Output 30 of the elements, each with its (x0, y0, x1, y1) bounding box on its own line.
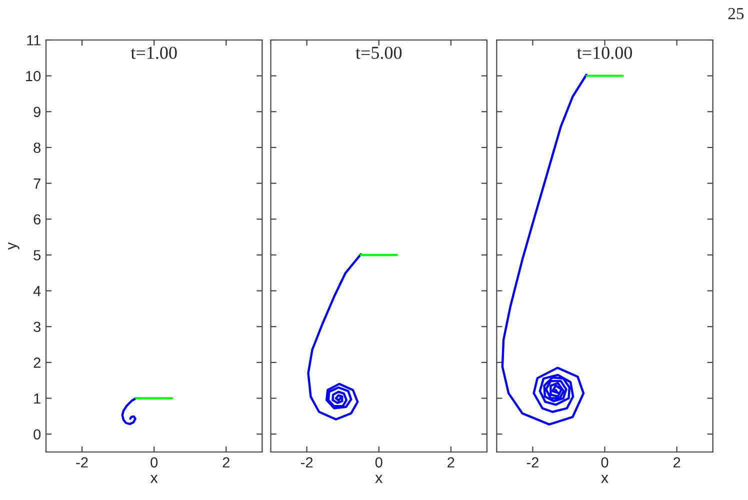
y-axis-title: y (8, 242, 20, 250)
x-tick-label: -2 (526, 457, 538, 468)
y-tick-label: 9 (34, 106, 40, 118)
x-tick-label: 2 (673, 457, 680, 468)
y-tick-label: 5 (34, 250, 41, 260)
y-tick-label: 6 (34, 214, 40, 225)
text: 25 (728, 8, 744, 20)
chart-title: t=5.00 (356, 46, 402, 59)
x-axis-title: x (375, 474, 383, 483)
y-tick-label: 8 (34, 142, 41, 153)
x-tick-label: 2 (448, 457, 454, 468)
chart-title: t=1.00 (130, 46, 177, 59)
y-tick-label: 0 (34, 429, 41, 440)
y-tick-label: 3 (34, 322, 40, 332)
x-tick-label: -2 (300, 457, 313, 468)
y-tick-label: 7 (34, 178, 40, 189)
y-tick-label: 1 (34, 394, 40, 404)
chart-title: t=10.00 (577, 46, 632, 59)
x-axis-title: x (601, 474, 608, 483)
x-tick-label: 0 (375, 457, 382, 468)
x-tick-label: 2 (222, 457, 230, 468)
y-tick-label: 11 (27, 35, 40, 46)
x-tick-label: 0 (150, 457, 158, 468)
y-tick-label: 4 (33, 286, 41, 296)
x-tick-label: -2 (76, 457, 88, 468)
x-axis-title: x (150, 474, 158, 483)
y-tick-label: 2 (34, 358, 40, 368)
x-tick-label: 0 (601, 457, 608, 468)
y-tick-label: 10 (26, 70, 41, 82)
line-series (121, 397, 138, 426)
